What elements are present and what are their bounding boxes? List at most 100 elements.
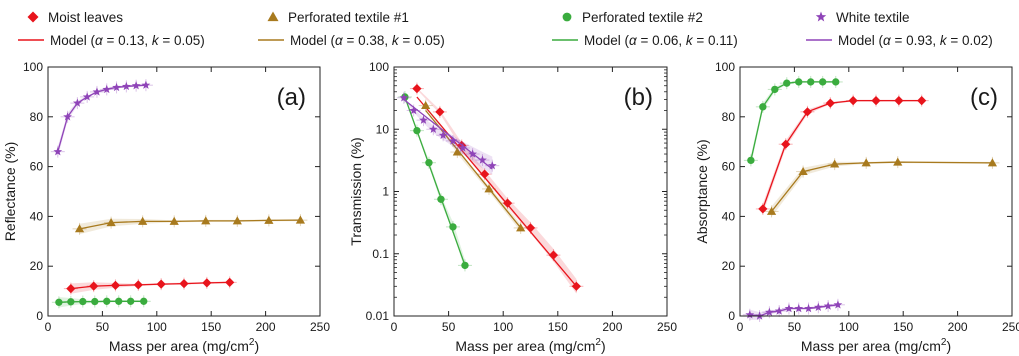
data-point-moist (917, 96, 927, 106)
x-tick-label: 150 (893, 320, 913, 334)
series-moist (755, 94, 929, 215)
data-point-moist (848, 96, 858, 106)
x-axis-label: Mass per area (mg/cm2) (109, 337, 259, 354)
model-line-white (57, 84, 146, 152)
data-point-perf2 (79, 297, 87, 306)
series-white (742, 298, 845, 322)
y-tick-label: 0.01 (366, 309, 390, 323)
model-line-white (403, 98, 493, 170)
y-tick-label: 0 (36, 309, 43, 323)
legend-model-label-white: Model (α = 0.93, k = 0.02) (838, 33, 993, 48)
data-point-perf2 (413, 126, 421, 135)
data-point-moist (225, 277, 235, 287)
data-point-white (458, 143, 468, 152)
y-axis-label: Reflectance (%) (2, 142, 18, 242)
data-point-moist (502, 198, 513, 208)
data-point-white (794, 303, 804, 313)
series-perf1 (72, 214, 308, 235)
legend-model-text: = 0.05) (399, 33, 445, 48)
data-point-moist (781, 139, 791, 149)
data-point-perf2 (425, 159, 433, 167)
legend-model-text: = 0.11) (693, 33, 738, 48)
x-tick-label: 150 (201, 320, 221, 334)
data-point-white (102, 84, 112, 94)
legend-marker-perf2 (562, 12, 572, 22)
data-point-white (784, 303, 794, 313)
data-point-moist (758, 204, 768, 214)
model-band-perf1 (79, 218, 301, 235)
legend-model-text: = 0.06, (637, 33, 686, 48)
panel-letter: (a) (277, 84, 306, 111)
data-point-perf2 (67, 298, 75, 306)
model-band-moist (416, 87, 577, 294)
data-point-perf1 (452, 147, 462, 156)
data-point-white (833, 300, 843, 309)
data-point-white (478, 155, 487, 164)
data-point-white (487, 161, 497, 170)
y-tick-label: 10 (376, 122, 390, 136)
legend-model-text: = 0.93, (891, 33, 940, 48)
data-point-white (63, 112, 72, 121)
data-point-white (448, 136, 458, 145)
y-tick-label: 40 (30, 209, 44, 223)
data-point-white (112, 82, 121, 92)
model-line-perf1 (771, 161, 993, 212)
series-perf2 (51, 295, 151, 309)
data-point-moist (871, 96, 881, 106)
x-tick-label: 100 (839, 320, 859, 334)
data-point-perf1 (295, 215, 306, 224)
series-white (50, 79, 153, 158)
y-tick-label: 0.1 (372, 247, 389, 261)
model-line-perf2 (750, 81, 836, 161)
x-tick-label: 200 (256, 320, 276, 334)
legend: Moist leaves Perforated textile #1 Perfora… (18, 10, 993, 48)
data-point-white (428, 124, 438, 133)
x-tick-label: 0 (737, 320, 744, 334)
x-axis-label-sup: 2 (941, 337, 947, 348)
x-tick-label: 0 (45, 320, 52, 334)
data-point-white (92, 87, 102, 96)
data-point-perf2 (437, 195, 445, 203)
legend-label-perf1: Perforated textile #1 (288, 10, 409, 25)
data-point-white (409, 105, 419, 115)
panel-letter: (b) (624, 84, 653, 111)
legend-marker-moist (27, 11, 39, 23)
model-band-perf2 (750, 80, 836, 166)
x-tick-label: 250 (310, 320, 330, 334)
data-point-white (399, 93, 409, 102)
model-line-white (749, 304, 838, 317)
data-point-perf2 (807, 78, 815, 86)
x-axis-label-close: ) (946, 338, 951, 354)
legend-marker-perf1 (267, 11, 279, 22)
x-axis-label-text: Mass per area (mg/cm (801, 338, 941, 354)
legend-model-text: Model ( (50, 33, 96, 48)
model-band-white (403, 96, 493, 175)
data-point-perf2 (771, 85, 779, 94)
model-band-perf1 (425, 104, 521, 232)
legend-model-text: k (152, 33, 160, 48)
data-point-perf2 (91, 297, 99, 306)
data-point-perf2 (449, 223, 457, 231)
data-point-perf1 (516, 223, 526, 232)
data-point-moist (412, 83, 422, 94)
legend-model-text: k (940, 33, 948, 48)
y-tick-label: 20 (722, 259, 736, 273)
data-point-white (804, 303, 813, 313)
y-tick-label: 0 (728, 309, 735, 323)
panel-b-transmission: 0 50 100 150 200 250 0.01 0.1 1 10 100 (b) Transmiss… (348, 60, 677, 354)
x-axis-label-close: ) (254, 338, 259, 354)
data-point-moist (802, 107, 813, 117)
data-point-perf1 (830, 159, 840, 168)
x-tick-label: 0 (391, 320, 398, 334)
data-point-white (468, 149, 477, 158)
y-tick-label: 20 (30, 259, 44, 273)
legend-label-moist: Moist leaves (48, 10, 123, 25)
x-tick-label: 150 (548, 320, 568, 334)
x-axis-label-sup: 2 (595, 337, 601, 348)
data-point-white (73, 98, 82, 107)
legend-model-text: α (629, 33, 638, 48)
data-point-perf2 (140, 297, 148, 305)
x-tick-label: 250 (1002, 320, 1019, 334)
data-point-perf1 (232, 216, 242, 225)
